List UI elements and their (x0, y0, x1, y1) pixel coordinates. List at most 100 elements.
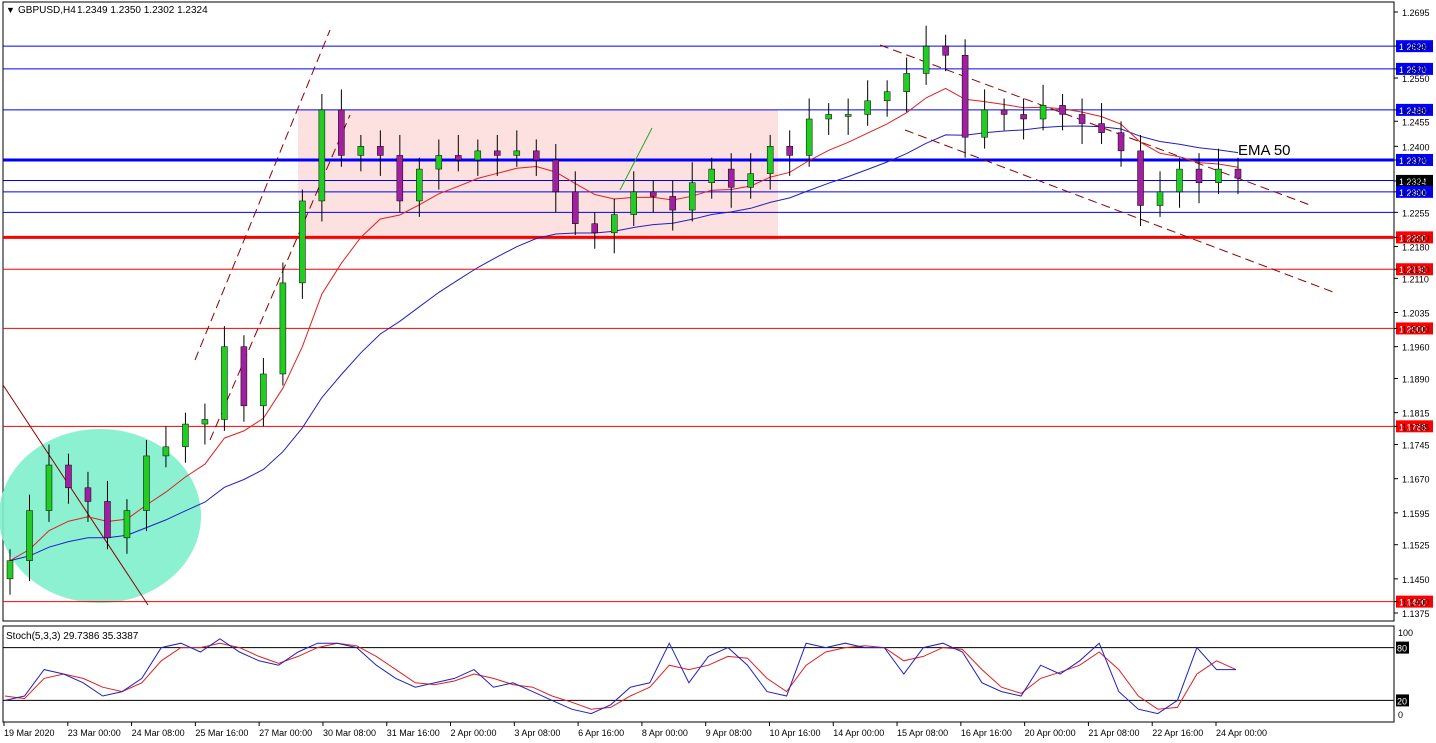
bull-candle (474, 150, 482, 161)
level-label: 1.1785 (1399, 422, 1427, 432)
bull-candle (630, 191, 637, 215)
bull-candle (26, 510, 33, 561)
trend-line (2, 384, 149, 606)
price-tick-label: 1.2130 (1402, 265, 1430, 275)
level-label-box (1396, 595, 1433, 608)
stoch-axis-label: 0 (1398, 710, 1403, 720)
time-label: 27 Mar 00:00 (259, 728, 312, 738)
bull-candle (844, 114, 852, 117)
bear-candle (1059, 105, 1066, 115)
bear-candle (84, 487, 92, 502)
bear-candle (572, 191, 579, 224)
price-tick-label: 1.2180 (1402, 242, 1430, 252)
bull-candle (279, 282, 287, 375)
bull-candle (611, 214, 618, 234)
price-tick-label: 1.2455 (1402, 117, 1430, 127)
time-label: 16 Apr 16:00 (961, 728, 1012, 738)
level-label-box (1396, 62, 1433, 75)
bull-candle (6, 560, 14, 580)
time-label: 3 Apr 08:00 (514, 728, 560, 738)
candlesticks (6, 25, 1242, 595)
bear-candle (552, 159, 560, 193)
level-label: 1.2570 (1399, 65, 1427, 75)
bear-candle (1020, 114, 1027, 120)
bear-candle (669, 196, 676, 211)
stoch-header: Stoch(5,3,3) 29.7386 35.3387 (6, 631, 139, 642)
time-label: 8 Apr 00:00 (642, 728, 688, 738)
bear-candle (65, 464, 72, 489)
time-label: 14 Apr 00:00 (833, 728, 884, 738)
bear-candle (1234, 168, 1242, 179)
price-tick-label: 1.2035 (1402, 309, 1430, 319)
time-label: 31 Mar 16:00 (387, 728, 440, 738)
bear-candle (786, 146, 793, 156)
price-tick-label: 1.2370 (1402, 156, 1430, 166)
bull-candle (825, 114, 832, 120)
price-tick-label: 1.2200 (1402, 233, 1430, 243)
level-label-box (1396, 40, 1433, 53)
price-tick-label: 1.2324 (1402, 177, 1430, 187)
stoch-level-label: 20 (1397, 696, 1407, 706)
stochastic-oscillator: 80 20 100 0 (3, 628, 1413, 720)
price-tick-label: 1.1525 (1402, 541, 1430, 551)
price-tick-label: 1.2695 (1402, 8, 1430, 18)
time-label: 6 Apr 16:00 (578, 728, 624, 738)
bull-candle (123, 510, 131, 539)
price-tick-label: 1.1450 (1402, 575, 1430, 585)
time-label: 25 Mar 16:00 (195, 728, 248, 738)
bull-candle (318, 109, 326, 202)
bull-candle (45, 464, 53, 511)
bear-candle (240, 346, 248, 407)
time-axis: 19 Mar 2020 23 Mar 00:00 24 Mar 08:00 25 Ma… (3, 722, 1267, 738)
bull-candle (182, 423, 189, 448)
main-panel-frame (2, 1, 1395, 622)
bull-candle (1156, 191, 1164, 206)
bull-candle (805, 118, 813, 156)
bear-candle (942, 45, 949, 56)
bear-candle (1078, 114, 1086, 124)
bear-candle (1098, 123, 1105, 133)
bull-candle (981, 109, 988, 138)
price-tick-label: 1.1890 (1402, 375, 1430, 385)
bear-candle (1195, 168, 1203, 183)
bull-candle (708, 168, 715, 183)
level-label: 1.2480 (1399, 106, 1427, 116)
price-tick-label: 1.2000 (1402, 324, 1430, 334)
bull-candle (747, 173, 754, 188)
bull-candle (260, 373, 267, 407)
trend-line (194, 29, 331, 361)
level-label-box (1396, 185, 1433, 198)
bull-candle (357, 146, 365, 156)
bull-candle (903, 73, 910, 92)
price-tick-label: 1.2480 (1402, 106, 1430, 116)
bull-candle (299, 200, 306, 284)
level-label-box (1396, 420, 1433, 433)
level-label-box (1396, 153, 1433, 166)
price-tick-label: 1.1375 (1402, 609, 1430, 619)
time-label: 10 Apr 16:00 (769, 728, 820, 738)
level-label: 1.2000 (1399, 324, 1427, 334)
trend-line (904, 129, 1334, 293)
range-box (298, 110, 778, 240)
time-label: 2 Apr 00:00 (451, 728, 497, 738)
bear-candle (455, 155, 462, 161)
level-label: 1.2200 (1399, 233, 1427, 243)
bear-candle (338, 109, 345, 156)
time-label: 20 Apr 00:00 (1025, 728, 1076, 738)
time-label: 23 Mar 00:00 (68, 728, 121, 738)
bear-candle (396, 155, 404, 202)
level-label-box (1396, 174, 1433, 187)
price-tick-label: 1.1595 (1402, 509, 1430, 519)
price-tick-label: 1.2570 (1402, 65, 1430, 75)
price-tick-label: 1.1960 (1402, 343, 1430, 353)
bear-candle (727, 168, 735, 188)
chart-header-arrow[interactable]: ▼ (6, 5, 15, 15)
stoch-level-box (1396, 694, 1409, 707)
ema-50-annotation: EMA 50 (1238, 142, 1291, 159)
level-label-box (1396, 231, 1433, 244)
bear-candle (1137, 150, 1144, 206)
bull-candle (201, 419, 209, 425)
level-label: 1.1400 (1399, 598, 1427, 608)
